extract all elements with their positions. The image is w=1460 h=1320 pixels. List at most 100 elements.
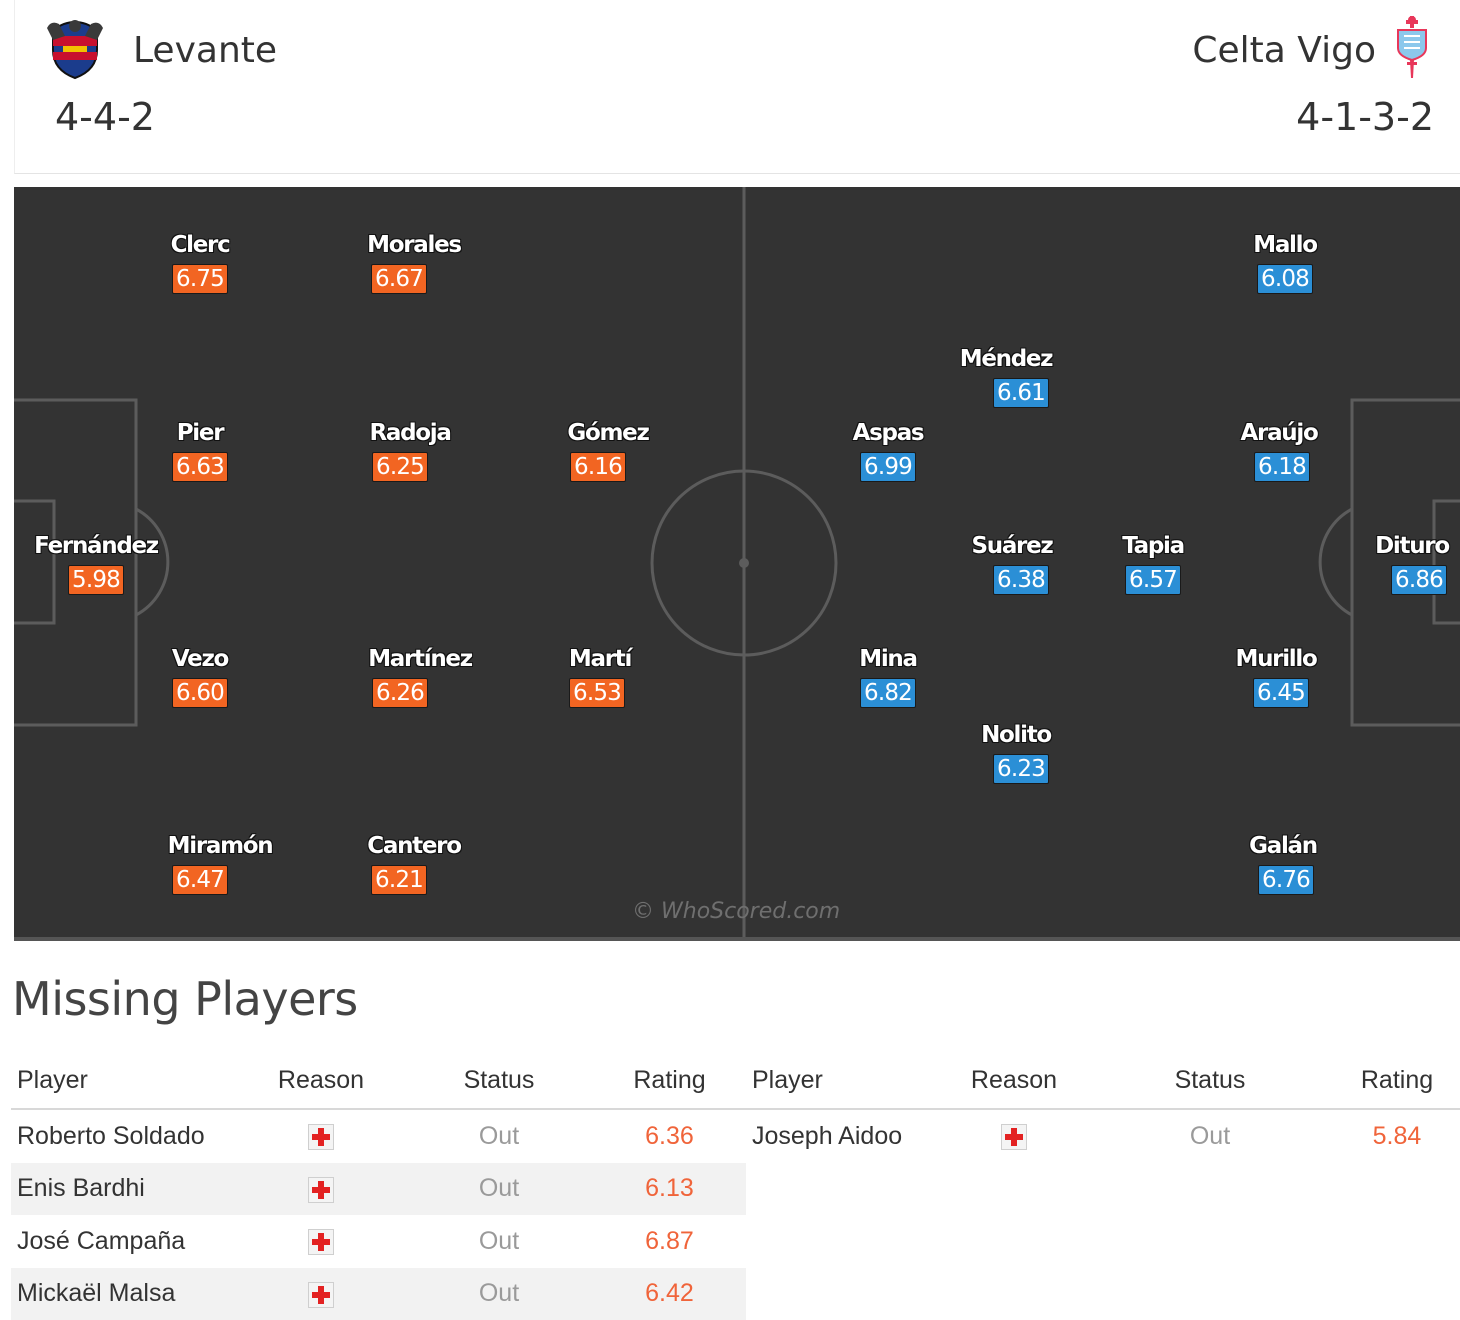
away-team-name[interactable]: Celta Vigo bbox=[1192, 33, 1376, 69]
status-cell: Out bbox=[405, 1109, 593, 1163]
player-rating: 6.67 bbox=[371, 264, 427, 294]
injury-icon bbox=[308, 1124, 334, 1150]
player-name: Tapia bbox=[1083, 531, 1223, 561]
celta-vigo-crest-icon bbox=[1392, 14, 1432, 80]
home-player[interactable]: Vezo 6.60 bbox=[130, 644, 270, 708]
player-rating: 6.60 bbox=[172, 678, 228, 708]
player-name: Cantero bbox=[344, 831, 484, 861]
player-name: Araújo bbox=[1209, 418, 1349, 448]
player-rating: 6.26 bbox=[372, 678, 428, 708]
player-link[interactable]: Joseph Aidoo bbox=[746, 1109, 942, 1163]
reason-cell bbox=[237, 1268, 405, 1320]
away-missing-table: Player Reason Status Rating Joseph Aidoo… bbox=[746, 1052, 1460, 1163]
player-name: Dituro bbox=[1342, 531, 1460, 561]
injury-icon bbox=[308, 1229, 334, 1255]
player-link[interactable]: José Campaña bbox=[11, 1215, 237, 1268]
player-name: Galán bbox=[1213, 831, 1353, 861]
player-rating: 6.61 bbox=[993, 378, 1049, 408]
column-header-rating[interactable]: Rating bbox=[1334, 1052, 1460, 1109]
player-rating: 6.21 bbox=[371, 865, 427, 895]
rating-cell: 6.42 bbox=[593, 1268, 746, 1320]
player-rating: 6.99 bbox=[860, 452, 916, 482]
away-player[interactable]: Araújo 6.18 bbox=[1209, 418, 1349, 482]
player-rating: 6.47 bbox=[172, 865, 228, 895]
column-header-reason[interactable]: Reason bbox=[237, 1052, 405, 1109]
away-formation: 4-1-3-2 bbox=[1296, 98, 1434, 136]
pitch-markings bbox=[14, 187, 1460, 937]
status-cell: Out bbox=[405, 1163, 593, 1216]
away-player[interactable]: Nolito 6.23 bbox=[946, 720, 1086, 784]
column-header-reason[interactable]: Reason bbox=[942, 1052, 1086, 1109]
table-row: Enis Bardhi Out 6.13 bbox=[11, 1163, 746, 1216]
player-rating: 6.23 bbox=[993, 754, 1049, 784]
home-player[interactable]: Clerc 6.75 bbox=[130, 230, 270, 294]
injury-icon bbox=[308, 1282, 334, 1308]
home-player[interactable]: Martínez 6.26 bbox=[350, 644, 490, 708]
home-player[interactable]: Cantero 6.21 bbox=[344, 831, 484, 895]
table-row: Joseph Aidoo Out 5.84 bbox=[746, 1109, 1460, 1163]
table-row: Roberto Soldado Out 6.36 bbox=[11, 1109, 746, 1163]
player-rating: 6.75 bbox=[172, 264, 228, 294]
reason-cell bbox=[237, 1163, 405, 1216]
column-header-player[interactable]: Player bbox=[746, 1052, 942, 1109]
injury-icon bbox=[1001, 1124, 1027, 1150]
column-header-rating[interactable]: Rating bbox=[593, 1052, 746, 1109]
player-link[interactable]: Mickaël Malsa bbox=[11, 1268, 237, 1320]
player-name: Morales bbox=[344, 230, 484, 260]
player-rating: 6.25 bbox=[372, 452, 428, 482]
player-name: Radoja bbox=[340, 418, 480, 448]
column-header-player[interactable]: Player bbox=[11, 1052, 237, 1109]
player-name: Suárez bbox=[942, 531, 1082, 561]
player-rating: 6.57 bbox=[1125, 565, 1181, 595]
table-header-row: Player Reason Status Rating bbox=[746, 1052, 1460, 1109]
player-rating: 6.53 bbox=[569, 678, 625, 708]
home-missing-table: Player Reason Status Rating Roberto Sold… bbox=[11, 1052, 746, 1320]
column-header-status[interactable]: Status bbox=[405, 1052, 593, 1109]
home-player[interactable]: Pier 6.63 bbox=[130, 418, 270, 482]
reason-cell bbox=[942, 1109, 1086, 1163]
player-name: Clerc bbox=[130, 230, 270, 260]
column-header-status[interactable]: Status bbox=[1086, 1052, 1334, 1109]
player-name: Martínez bbox=[350, 644, 490, 674]
table-row: Mickaël Malsa Out 6.42 bbox=[11, 1268, 746, 1320]
player-link[interactable]: Enis Bardhi bbox=[11, 1163, 237, 1216]
away-player[interactable]: Tapia 6.57 bbox=[1083, 531, 1223, 595]
levante-crest-icon bbox=[43, 16, 107, 80]
player-name: Mina bbox=[818, 644, 958, 674]
status-cell: Out bbox=[405, 1268, 593, 1320]
status-cell: Out bbox=[405, 1215, 593, 1268]
away-player[interactable]: Aspas 6.99 bbox=[818, 418, 958, 482]
status-cell: Out bbox=[1086, 1109, 1334, 1163]
player-name: Martí bbox=[530, 644, 670, 674]
player-name: Aspas bbox=[818, 418, 958, 448]
player-rating: 6.18 bbox=[1254, 452, 1310, 482]
player-name: Nolito bbox=[946, 720, 1086, 750]
player-name: Pier bbox=[130, 418, 270, 448]
player-rating: 6.63 bbox=[172, 452, 228, 482]
table-row: José Campaña Out 6.87 bbox=[11, 1215, 746, 1268]
player-name: Vezo bbox=[130, 644, 270, 674]
rating-cell: 6.87 bbox=[593, 1215, 746, 1268]
home-player[interactable]: Miramón 6.47 bbox=[150, 831, 290, 895]
player-name: Gómez bbox=[538, 418, 678, 448]
home-player[interactable]: Martí 6.53 bbox=[530, 644, 670, 708]
rating-cell: 6.36 bbox=[593, 1109, 746, 1163]
home-player[interactable]: Morales 6.67 bbox=[344, 230, 484, 294]
player-rating: 6.08 bbox=[1257, 264, 1313, 294]
player-link[interactable]: Roberto Soldado bbox=[11, 1109, 237, 1163]
player-name: Miramón bbox=[150, 831, 290, 861]
home-team-name[interactable]: Levante bbox=[133, 33, 277, 69]
player-name: Murillo bbox=[1206, 644, 1346, 674]
rating-cell: 6.13 bbox=[593, 1163, 746, 1216]
home-player[interactable]: Radoja 6.25 bbox=[340, 418, 480, 482]
